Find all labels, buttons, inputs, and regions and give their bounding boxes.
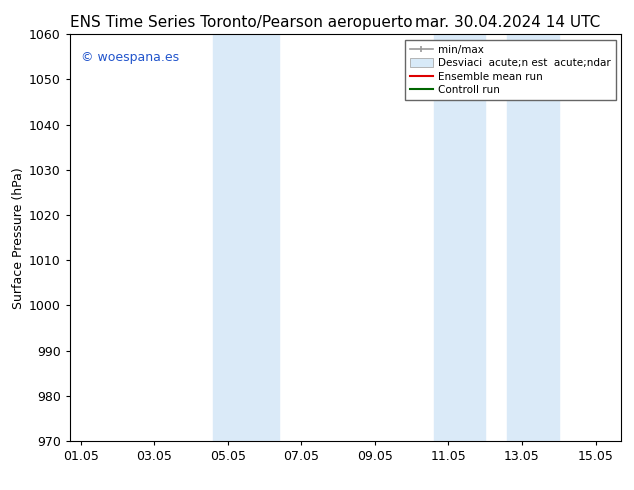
Y-axis label: Surface Pressure (hPa): Surface Pressure (hPa) [11, 167, 25, 309]
Legend: min/max, Desviaci  acute;n est  acute;ndar, Ensemble mean run, Controll run: min/max, Desviaci acute;n est acute;ndar… [405, 40, 616, 100]
Text: ENS Time Series Toronto/Pearson aeropuerto: ENS Time Series Toronto/Pearson aeropuer… [70, 15, 412, 30]
Bar [507, 34, 559, 441]
Text: mar. 30.04.2024 14 UTC: mar. 30.04.2024 14 UTC [415, 15, 600, 30]
Bar [434, 34, 485, 441]
Text: © woespana.es: © woespana.es [81, 50, 179, 64]
Bar [213, 34, 280, 441]
